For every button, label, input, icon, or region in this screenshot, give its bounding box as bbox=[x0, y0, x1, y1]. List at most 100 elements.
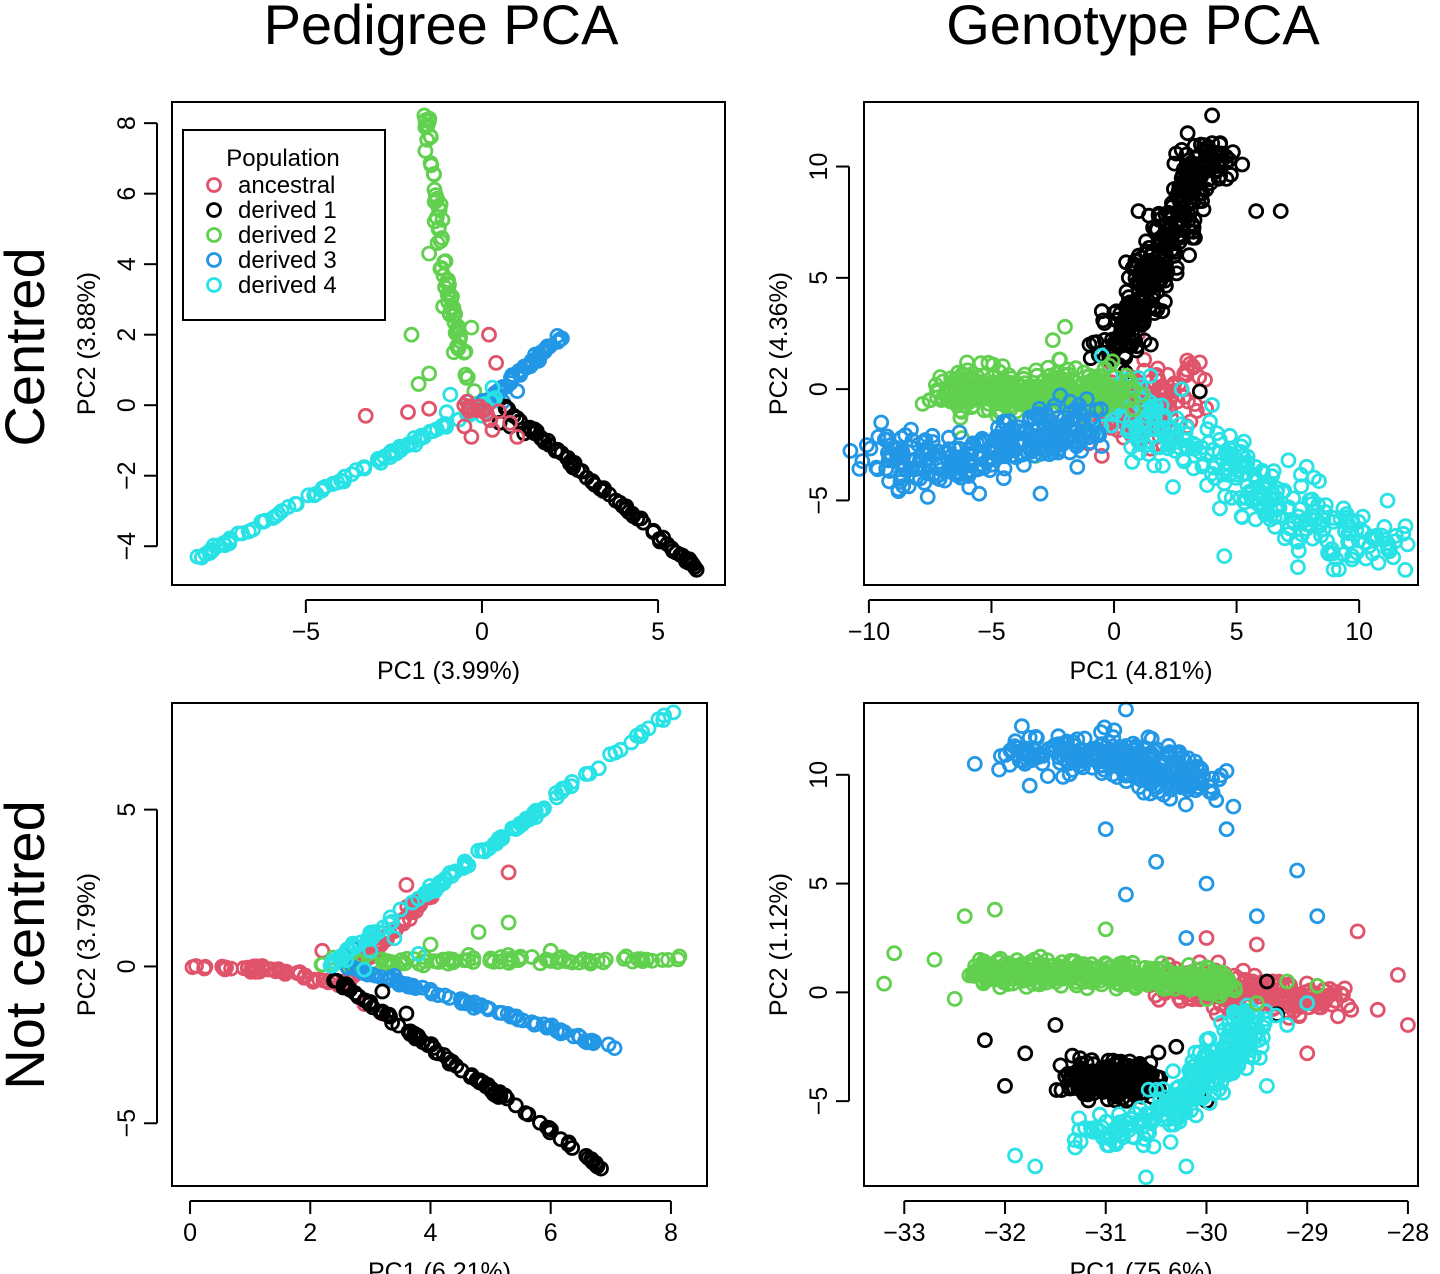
data-point bbox=[858, 437, 875, 454]
data-point bbox=[1116, 312, 1132, 329]
x-axis: −5 0 5 PC1 (3.99%) bbox=[292, 599, 665, 685]
data-point bbox=[554, 780, 571, 797]
data-point bbox=[966, 756, 983, 772]
data-point bbox=[1053, 977, 1069, 994]
data-point bbox=[952, 457, 968, 474]
data-point bbox=[478, 405, 495, 422]
data-point bbox=[356, 961, 373, 978]
data-point bbox=[554, 330, 570, 347]
data-point bbox=[518, 359, 535, 376]
data-point bbox=[919, 488, 936, 505]
data-point bbox=[992, 979, 1009, 996]
data-point bbox=[570, 1027, 587, 1044]
y-tick-label: 0 bbox=[805, 985, 833, 999]
data-point bbox=[1181, 778, 1197, 795]
data-point bbox=[585, 1153, 602, 1170]
data-point bbox=[457, 366, 474, 383]
data-point bbox=[1280, 526, 1297, 543]
data-point bbox=[1138, 1169, 1154, 1186]
data-point bbox=[607, 744, 624, 761]
data-point bbox=[907, 452, 924, 469]
data-point bbox=[1082, 1065, 1098, 1081]
data-point bbox=[1027, 1158, 1044, 1175]
data-point bbox=[937, 444, 953, 461]
column-title-genotype: Genotype PCA bbox=[946, 0, 1320, 56]
data-point bbox=[1204, 785, 1221, 801]
data-point bbox=[1172, 1104, 1189, 1120]
data-point bbox=[343, 466, 360, 483]
data-point bbox=[382, 444, 398, 461]
data-point bbox=[1170, 1079, 1187, 1095]
x-axis-label: PC1 (4.81%) bbox=[1069, 657, 1212, 685]
data-point bbox=[1167, 215, 1184, 232]
data-point bbox=[425, 166, 442, 182]
data-point bbox=[1155, 1081, 1171, 1097]
data-point bbox=[1173, 170, 1190, 187]
x-tick-label: −10 bbox=[848, 618, 890, 646]
data-point bbox=[426, 953, 443, 969]
data-point bbox=[375, 1005, 391, 1022]
data-point bbox=[1197, 160, 1214, 177]
data-point bbox=[1016, 375, 1033, 392]
data-point bbox=[443, 868, 460, 884]
y-tick-label: −5 bbox=[113, 1109, 141, 1138]
data-point bbox=[929, 443, 946, 460]
data-point bbox=[1064, 1047, 1081, 1064]
data-point bbox=[1280, 452, 1297, 469]
data-point bbox=[1031, 407, 1047, 424]
x-tick-label: −29 bbox=[1286, 1219, 1328, 1247]
data-point bbox=[1173, 141, 1190, 158]
data-point bbox=[502, 414, 519, 431]
plot-frame bbox=[863, 702, 1419, 1187]
plot-frame bbox=[171, 101, 726, 586]
data-point bbox=[1177, 432, 1193, 449]
data-point bbox=[443, 1055, 460, 1072]
data-point bbox=[665, 543, 681, 559]
data-point bbox=[402, 903, 419, 920]
data-point bbox=[1211, 431, 1228, 448]
data-point bbox=[896, 460, 913, 477]
data-point bbox=[1279, 973, 1295, 990]
y-tick-label: −5 bbox=[805, 486, 833, 515]
data-point bbox=[456, 418, 473, 435]
data-point bbox=[1204, 397, 1220, 413]
data-point bbox=[900, 478, 917, 495]
data-point bbox=[1145, 750, 1162, 767]
data-point bbox=[369, 452, 386, 469]
data-point bbox=[1157, 272, 1173, 289]
data-points bbox=[842, 107, 1416, 578]
data-point bbox=[305, 973, 322, 990]
data-point bbox=[1236, 1012, 1253, 1029]
data-point bbox=[1158, 1089, 1175, 1106]
data-point bbox=[1167, 980, 1184, 997]
data-point bbox=[470, 402, 487, 419]
data-point bbox=[1196, 1047, 1213, 1064]
data-point bbox=[470, 924, 487, 940]
data-point bbox=[1199, 963, 1215, 980]
x-tick-label: −30 bbox=[1185, 1219, 1227, 1247]
data-point bbox=[398, 877, 415, 893]
data-point bbox=[520, 1106, 537, 1123]
data-point bbox=[1370, 554, 1387, 571]
legend-label: derived 2 bbox=[238, 222, 337, 249]
data-point bbox=[891, 440, 907, 457]
data-point bbox=[1142, 785, 1159, 802]
data-point bbox=[1147, 269, 1163, 286]
data-point bbox=[1165, 479, 1181, 495]
data-point bbox=[1181, 173, 1198, 190]
data-point bbox=[1259, 973, 1275, 990]
data-point bbox=[1290, 542, 1307, 559]
legend-marker bbox=[206, 252, 222, 268]
data-point bbox=[1088, 402, 1105, 419]
data-point bbox=[1103, 417, 1120, 434]
data-point bbox=[1291, 1008, 1308, 1025]
data-point bbox=[578, 766, 594, 782]
data-point bbox=[386, 968, 403, 984]
y-axis-label: PC2 (1.12%) bbox=[765, 873, 793, 1016]
data-point bbox=[1025, 447, 1042, 464]
data-point bbox=[620, 504, 637, 520]
data-point bbox=[997, 1078, 1013, 1094]
data-point bbox=[393, 952, 410, 968]
data-point bbox=[230, 525, 247, 542]
series-derived-3 bbox=[842, 387, 1110, 505]
